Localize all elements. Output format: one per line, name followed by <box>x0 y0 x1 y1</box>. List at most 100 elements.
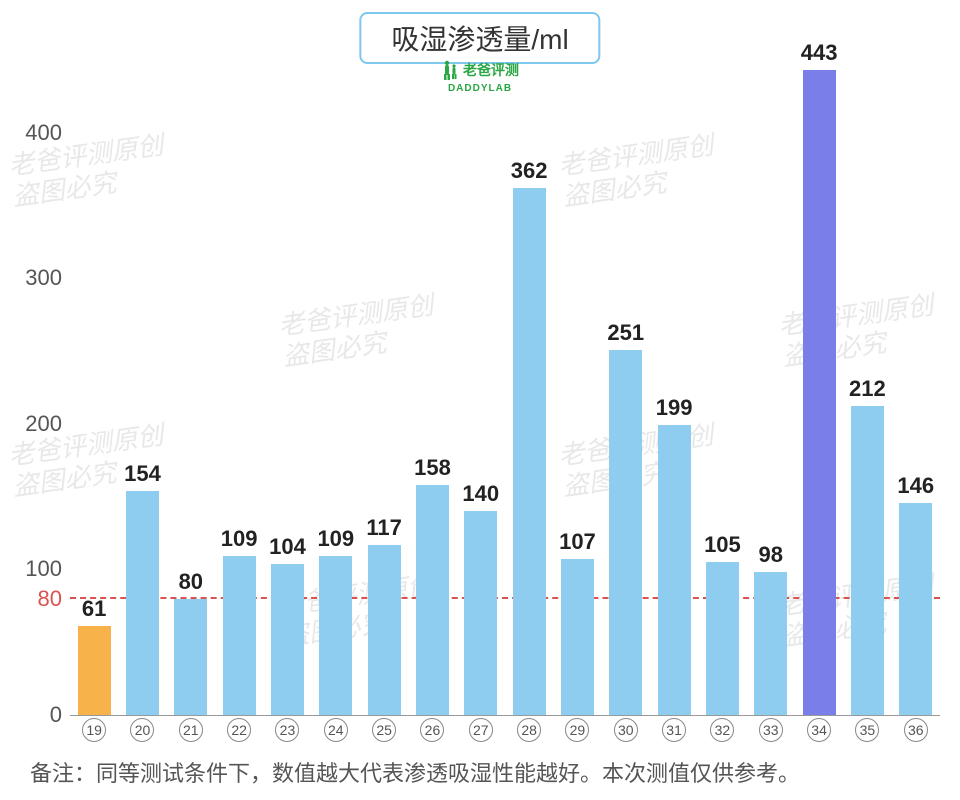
bar-slot: 158 <box>408 60 456 715</box>
bar-slot: 80 <box>167 60 215 715</box>
bar: 109 <box>319 556 352 715</box>
bar-slot: 146 <box>892 60 940 715</box>
bar-value-label: 146 <box>897 473 934 499</box>
bar: 117 <box>368 545 401 715</box>
bar-value-label: 80 <box>179 569 203 595</box>
bar-value-label: 154 <box>124 461 161 487</box>
bar: 199 <box>658 425 691 715</box>
bar-slot: 443 <box>795 60 843 715</box>
bar-slot: 61 <box>70 60 118 715</box>
bar-slot: 98 <box>747 60 795 715</box>
bar-value-label: 98 <box>759 542 783 568</box>
x-circle-number: 35 <box>855 718 879 742</box>
x-circle-number: 30 <box>614 718 638 742</box>
y-tick-label: 100 <box>25 556 70 582</box>
bar-value-label: 117 <box>366 515 402 541</box>
x-tick-label: 36 <box>892 718 940 742</box>
bar: 362 <box>513 188 546 715</box>
bar: 105 <box>706 562 739 715</box>
x-circle-number: 24 <box>324 718 348 742</box>
y-tick-label: 0 <box>50 702 70 728</box>
x-tick-label: 25 <box>360 718 408 742</box>
x-tick-label: 23 <box>263 718 311 742</box>
bar-slot: 117 <box>360 60 408 715</box>
x-tick-label: 22 <box>215 718 263 742</box>
bar-value-label: 109 <box>221 526 258 552</box>
x-circle-number: 34 <box>807 718 831 742</box>
x-circle-number: 27 <box>469 718 493 742</box>
x-circle-number: 36 <box>904 718 928 742</box>
x-circle-number: 22 <box>227 718 251 742</box>
x-tick-label: 24 <box>312 718 360 742</box>
bar-slot: 140 <box>457 60 505 715</box>
x-tick-label: 21 <box>167 718 215 742</box>
footnote: 备注：同等测试条件下，数值越大代表渗透吸湿性能越好。本次测值仅供参考。 <box>30 756 800 788</box>
bar: 212 <box>851 406 884 715</box>
bar-slot: 154 <box>118 60 166 715</box>
x-circle-number: 20 <box>130 718 154 742</box>
x-tick-label: 33 <box>747 718 795 742</box>
bar: 98 <box>754 572 787 715</box>
x-tick-label: 30 <box>602 718 650 742</box>
bar: 80 <box>174 599 207 715</box>
bar: 104 <box>271 564 304 715</box>
bar-slot: 212 <box>843 60 891 715</box>
bar-value-label: 212 <box>849 376 886 402</box>
bar-value-label: 443 <box>801 40 838 66</box>
x-circle-number: 33 <box>759 718 783 742</box>
chart-container: 吸湿渗透量/ml 老爸评测 DADDYLAB 0100200300400 80 … <box>0 0 960 800</box>
x-circle-number: 25 <box>372 718 396 742</box>
x-circle-number: 32 <box>710 718 734 742</box>
bar: 443 <box>803 70 836 715</box>
bar-value-label: 109 <box>317 526 354 552</box>
bar: 146 <box>899 503 932 716</box>
bar-value-label: 158 <box>414 455 451 481</box>
bar-value-label: 104 <box>269 534 306 560</box>
x-tick-label: 26 <box>408 718 456 742</box>
y-tick-label: 400 <box>25 120 70 146</box>
x-tick-label: 28 <box>505 718 553 742</box>
x-circle-number: 21 <box>179 718 203 742</box>
bar: 251 <box>609 350 642 715</box>
x-tick-label: 35 <box>843 718 891 742</box>
bars-group: 61 154 80 109 104 109 117 158 140 362 107 251 199 105… <box>70 60 940 715</box>
bar-slot: 109 <box>312 60 360 715</box>
x-axis-line <box>70 715 940 716</box>
reference-line-label: 80 <box>38 586 70 612</box>
bar-value-label: 105 <box>704 532 741 558</box>
x-tick-label: 20 <box>118 718 166 742</box>
plot-area: 0100200300400 80 61154801091041091171581… <box>70 60 940 715</box>
bar-value-label: 251 <box>607 320 644 346</box>
bar-value-label: 61 <box>82 596 106 622</box>
bar-slot: 104 <box>263 60 311 715</box>
x-tick-label: 31 <box>650 718 698 742</box>
x-circle-number: 31 <box>662 718 686 742</box>
bar-slot: 251 <box>602 60 650 715</box>
bar-slot: 362 <box>505 60 553 715</box>
x-circle-number: 28 <box>517 718 541 742</box>
bar-slot: 107 <box>553 60 601 715</box>
x-tick-label: 32 <box>698 718 746 742</box>
y-tick-label: 300 <box>25 265 70 291</box>
x-circle-number: 23 <box>275 718 299 742</box>
x-tick-label: 27 <box>457 718 505 742</box>
chart-title: 吸湿渗透量/ml <box>359 12 600 64</box>
bar: 107 <box>561 559 594 715</box>
x-tick-label: 29 <box>553 718 601 742</box>
x-circle-number: 26 <box>420 718 444 742</box>
bar-value-label: 107 <box>559 529 596 555</box>
bar-slot: 199 <box>650 60 698 715</box>
x-tick-label: 34 <box>795 718 843 742</box>
bar: 158 <box>416 485 449 715</box>
bar-value-label: 362 <box>511 158 548 184</box>
x-axis-labels: 19 20 21 22 23 24 25 26 27 28 29 30 31 32 33 34 35 36 <box>70 718 940 742</box>
bar: 109 <box>223 556 256 715</box>
bar: 140 <box>464 511 497 715</box>
bar-value-label: 199 <box>656 395 693 421</box>
x-tick-label: 19 <box>70 718 118 742</box>
bar: 61 <box>78 626 111 715</box>
x-circle-number: 19 <box>82 718 106 742</box>
bar-slot: 105 <box>698 60 746 715</box>
x-circle-number: 29 <box>565 718 589 742</box>
bar: 154 <box>126 491 159 715</box>
